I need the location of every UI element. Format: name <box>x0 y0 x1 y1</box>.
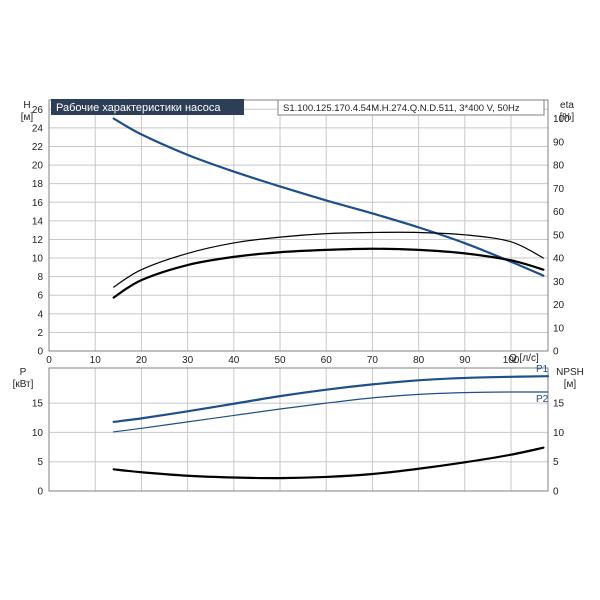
top-right-tick-label: 40 <box>553 254 565 265</box>
series-label-p2: P2 <box>536 394 549 405</box>
top-curve-0 <box>112 117 545 277</box>
top-left-tick-label: 12 <box>32 235 44 246</box>
x-tick-label: 0 <box>46 355 52 366</box>
eta-axis-unit: [%] <box>560 112 575 123</box>
head-axis-unit: [м] <box>21 112 34 123</box>
top-right-tick-label: 60 <box>553 207 565 218</box>
top-left-tick-label: 20 <box>32 161 44 172</box>
bottom-grid <box>48 368 548 492</box>
top-left-tick-label: 0 <box>37 347 43 358</box>
top-left-tick-label: 14 <box>32 216 44 227</box>
top-left-tick-label: 8 <box>37 272 43 283</box>
bottom-curve-0 <box>112 375 550 423</box>
top-left-tick-label: 24 <box>32 123 44 134</box>
top-curve-1 <box>113 231 544 288</box>
bottom-curve-1 <box>113 391 549 433</box>
top-right-tick-label: 90 <box>553 137 565 148</box>
eta-axis-title: eta <box>560 100 574 111</box>
flow-axis-title: Q [л/с] <box>509 353 539 364</box>
bottom-left-tick-label: 10 <box>32 428 44 439</box>
model-label: S1.100.125.170.4.54M.H.274.Q.N.D.511, 3*… <box>283 103 520 114</box>
x-tick-label: 40 <box>228 355 240 366</box>
top-right-tick-label: 100 <box>553 114 570 125</box>
top-right-tick-label: 80 <box>553 161 565 172</box>
top-right-tick-label: 50 <box>553 230 565 241</box>
x-tick-label: 10 <box>90 355 102 366</box>
x-tick-label: 60 <box>321 355 333 366</box>
bottom-right-tick-label: 5 <box>553 457 559 468</box>
top-grid <box>48 100 548 352</box>
bottom-curve-2 <box>112 446 545 480</box>
series-label-p1: P1 <box>536 364 549 375</box>
curves <box>112 117 550 480</box>
bottom-right-tick-label: 0 <box>553 487 559 498</box>
x-tick-label: 20 <box>136 355 148 366</box>
top-left-tick-label: 6 <box>37 291 43 302</box>
x-tick-label: 100 <box>503 355 520 366</box>
power-axis-title: P <box>20 367 27 378</box>
x-tick-label: 80 <box>413 355 425 366</box>
top-right-tick-label: 20 <box>553 300 565 311</box>
bottom-left-tick-label: 0 <box>37 487 43 498</box>
bottom-right-tick-label: 10 <box>553 428 565 439</box>
bottom-right-tick-label: 15 <box>553 399 565 410</box>
top-right-tick-label: 30 <box>553 277 565 288</box>
top-left-tick-label: 22 <box>32 142 44 153</box>
npsh-axis-unit: [м] <box>564 379 577 390</box>
top-curve-2 <box>112 247 545 299</box>
top-left-tick-label: 10 <box>32 254 44 265</box>
top-left-tick-label: 16 <box>32 198 44 209</box>
top-left-tick-label: 2 <box>37 328 43 339</box>
top-right-tick-label: 10 <box>553 323 565 334</box>
top-left-tick-label: 4 <box>37 309 43 320</box>
title-banner <box>51 99 244 115</box>
head-axis-title: H <box>23 100 30 111</box>
top-right-tick-label: 70 <box>553 184 565 195</box>
top-left-tick-label: 18 <box>32 179 44 190</box>
x-tick-label: 30 <box>182 355 194 366</box>
series-labels: P1 P2 <box>536 364 549 405</box>
x-tick-label: 90 <box>459 355 471 366</box>
x-tick-label: 70 <box>367 355 379 366</box>
chart-title: Рабочие характеристики насоса <box>56 102 221 114</box>
bottom-left-tick-label: 15 <box>32 399 44 410</box>
top-left-tick-label: 26 <box>32 105 44 116</box>
bottom-plot-frame <box>48 367 549 492</box>
bottom-left-tick-label: 5 <box>37 457 43 468</box>
npsh-axis-title: NPSH <box>556 367 584 378</box>
model-box <box>277 99 545 116</box>
tick-labels: 0246810121416182022242601020304050607080… <box>32 105 570 498</box>
power-axis-unit: [кВт] <box>13 379 34 390</box>
top-right-tick-label: 0 <box>553 347 559 358</box>
x-tick-label: 50 <box>274 355 286 366</box>
